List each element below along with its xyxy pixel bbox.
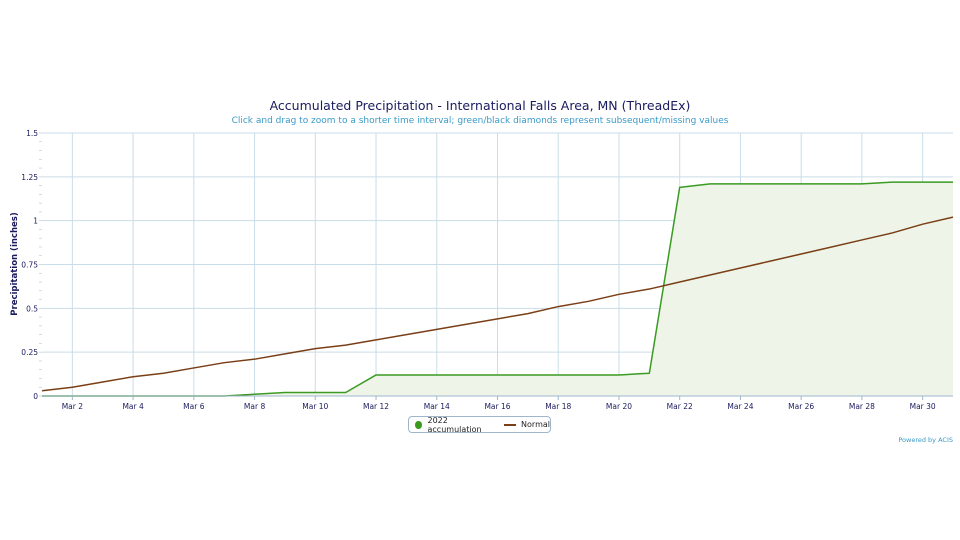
- y-tick-label: 0: [33, 392, 38, 401]
- x-tick-label: Mar 24: [727, 402, 753, 411]
- x-tick-label: Mar 4: [122, 402, 144, 411]
- chart-subtitle: Click and drag to zoom to a shorter time…: [231, 116, 729, 126]
- legend: 2022 accumulation Normal: [408, 416, 551, 434]
- x-tick-label: Mar 12: [363, 402, 389, 411]
- x-tick-label: Mar 8: [244, 402, 266, 411]
- x-tick-label: Mar 22: [667, 402, 693, 411]
- legend-label-accumulation: 2022 accumulation: [427, 415, 482, 434]
- x-tick-label: Mar 14: [424, 402, 450, 411]
- y-axis-label: Precipitation (inches): [10, 212, 20, 316]
- x-tick-label: Mar 20: [606, 402, 632, 411]
- x-tick-label: Mar 18: [545, 402, 571, 411]
- legend-item-accumulation[interactable]: 2022 accumulation: [415, 416, 490, 434]
- axis-layer: 0 0.25 0.5 0.75 1 1.25 1.5 Mar 2 Mar 4 Mar 6 Mar 8…: [21, 129, 953, 411]
- y-tick-label: 0.25: [21, 348, 38, 357]
- legend-marker-accumulation: [415, 420, 422, 429]
- y-tick-label: 1: [33, 217, 38, 226]
- x-tick-label: Mar 26: [788, 402, 814, 411]
- accumulation-area: [42, 182, 953, 396]
- y-tick-label: 0.75: [21, 261, 38, 270]
- y-tick-label: 1.5: [26, 129, 38, 138]
- legend-label-normal: Normal: [521, 420, 550, 429]
- x-tick-label: Mar 6: [183, 402, 205, 411]
- x-tick-label: Mar 10: [302, 402, 328, 411]
- area-layer: [42, 182, 953, 396]
- x-tick-label: Mar 2: [62, 402, 84, 411]
- normal-line: [41, 216, 954, 392]
- x-tick-label: Mar 30: [910, 402, 936, 411]
- legend-item-normal[interactable]: Normal: [504, 420, 550, 429]
- y-tick-label: 1.25: [21, 173, 38, 182]
- legend-marker-normal: [504, 423, 517, 426]
- y-tick-label: 0.5: [26, 304, 38, 313]
- x-tick-label: Mar 16: [484, 402, 510, 411]
- credits-link[interactable]: Powered by ACIS: [898, 436, 953, 444]
- chart-title: Accumulated Precipitation - Internationa…: [269, 98, 691, 113]
- x-tick-label: Mar 28: [849, 402, 875, 411]
